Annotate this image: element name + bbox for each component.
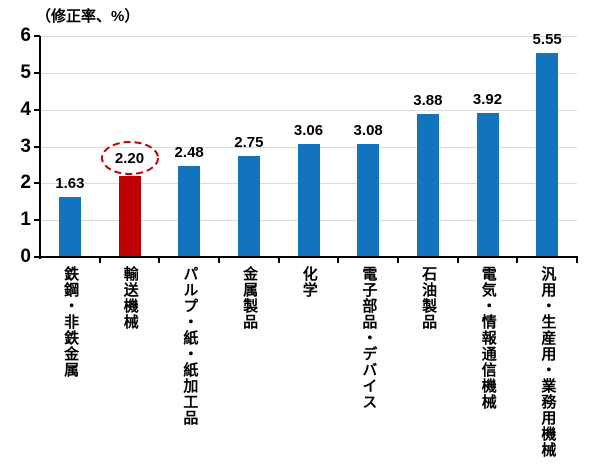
gridline [40, 109, 577, 111]
y-axis-tick [34, 108, 40, 111]
y-axis-tick-label: 5 [20, 61, 31, 83]
x-axis-tick [397, 258, 399, 263]
bar [178, 165, 201, 257]
y-axis-tick-label: 3 [20, 135, 31, 157]
x-axis-line [39, 256, 578, 258]
y-axis-tick-label: 1 [20, 209, 31, 231]
bar-value-label: 2.20 [114, 149, 145, 167]
category-label: 鉄鋼・非鉄金属 [62, 266, 80, 378]
x-axis-tick [98, 258, 101, 263]
x-axis-tick [576, 258, 578, 263]
x-axis-tick [218, 258, 220, 263]
bar [536, 52, 559, 257]
y-axis-tick [34, 145, 40, 148]
category-label: 金属製品 [241, 266, 259, 330]
y-axis-tick [34, 256, 40, 258]
y-axis-tick-label: 0 [20, 246, 31, 267]
category-label: 化学 [300, 266, 318, 298]
bar-value-label: 1.63 [55, 174, 85, 192]
y-axis-title: （修正率、%） [36, 8, 140, 25]
category-label: パルプ・紙・紙加工品 [181, 266, 199, 426]
bar-value-label: 3.88 [413, 92, 443, 110]
category-label: 石油製品 [420, 266, 438, 330]
bar-value-label: 3.92 [472, 90, 503, 108]
x-axis-tick [277, 258, 280, 263]
y-axis-tick-label: 2 [20, 172, 31, 194]
bar-value-label: 2.48 [174, 143, 204, 161]
highlight-ellipse-annotation [100, 140, 160, 176]
bar [357, 143, 380, 257]
y-axis-tick [34, 71, 40, 74]
bar [58, 196, 81, 257]
x-axis-tick [456, 258, 459, 263]
gridline [40, 72, 577, 74]
bar-value-label: 3.06 [293, 122, 324, 140]
category-label: 汎用・生産用・業務用機械 [539, 266, 557, 458]
gridline [40, 36, 577, 37]
y-axis-tick-label: 6 [20, 25, 31, 46]
bar [476, 112, 499, 257]
y-axis-tick-label: 4 [20, 98, 31, 120]
bar [237, 155, 260, 257]
x-axis-tick [158, 258, 161, 263]
x-axis-tick [516, 258, 519, 263]
category-label: 電子部品・デバイス [360, 266, 378, 410]
bar-value-label: 2.75 [234, 133, 264, 151]
bar [297, 144, 320, 257]
bar [416, 114, 439, 257]
x-axis-tick [337, 258, 340, 263]
y-axis-tick [34, 35, 40, 37]
category-label: 輸送機械 [121, 266, 139, 330]
category-label: 電気・情報通信機械 [479, 266, 497, 410]
y-axis-tick [34, 182, 40, 185]
bar-value-label: 5.55 [532, 30, 562, 48]
bar-value-label: 3.08 [353, 121, 383, 139]
bar-highlighted [118, 175, 141, 257]
y-axis-tick [34, 219, 40, 222]
y-axis-line [39, 36, 41, 259]
